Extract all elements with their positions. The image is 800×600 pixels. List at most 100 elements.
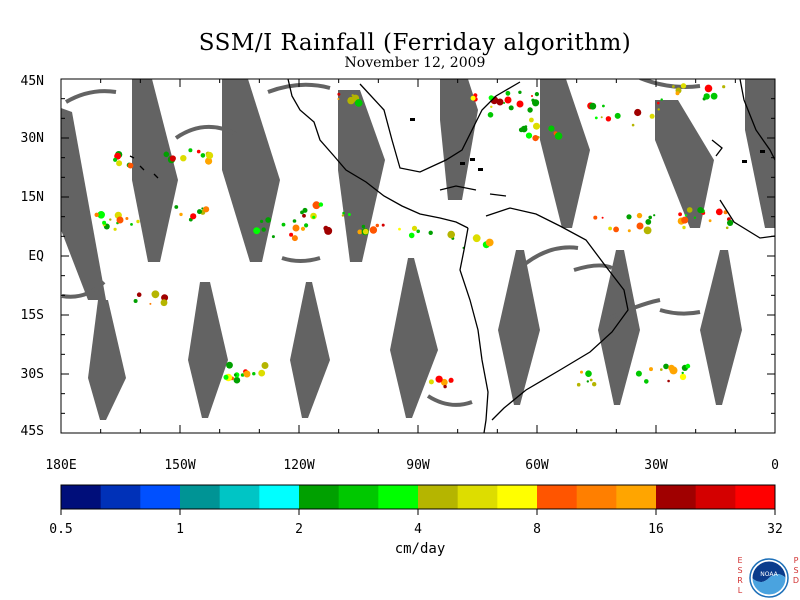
rain-patch (253, 227, 261, 235)
coastline (485, 207, 629, 421)
rain-patch (608, 226, 612, 231)
rain-patch (643, 226, 652, 235)
rain-patch (113, 227, 117, 231)
no-data-arc (426, 394, 473, 407)
rain-patch (675, 91, 680, 96)
rain-patch (594, 116, 598, 120)
esrl-letters: E S R L (737, 556, 743, 595)
rain-patch (697, 207, 704, 214)
rain-patch (136, 219, 140, 224)
rain-patch (708, 219, 712, 223)
rain-patch (180, 155, 187, 162)
rain-patch (649, 113, 655, 119)
rain-patch (190, 213, 197, 220)
rain-patch (252, 372, 256, 376)
rain-patch (312, 201, 321, 210)
no-data-swath (655, 100, 714, 228)
no-data-arc (609, 298, 661, 320)
rain-patch (196, 149, 201, 154)
rain-patch (369, 226, 378, 234)
rain-patch (206, 151, 214, 160)
rain-patch (527, 107, 533, 113)
rain-patch (576, 382, 581, 387)
rain-patch (448, 377, 454, 383)
rain-patch (586, 380, 589, 383)
rain-patch (375, 223, 379, 228)
rain-patch (653, 214, 656, 217)
rain-core (636, 222, 644, 230)
rain-patch (302, 213, 306, 218)
rain-patch (94, 212, 99, 217)
rain-patch (281, 222, 286, 227)
colorbar-swatch (61, 485, 102, 509)
rain-patch (324, 226, 333, 235)
rain-patch (663, 363, 669, 370)
rain-patch (503, 102, 506, 104)
axis-ticks (60, 78, 776, 434)
rain-patch (715, 208, 723, 216)
rain-patch (505, 90, 511, 96)
rain-patch (337, 92, 341, 96)
rain-patch (169, 155, 176, 162)
colorbar-label-16: 16 (648, 522, 664, 537)
rain-patch (518, 127, 524, 133)
rain-patch (428, 379, 434, 385)
rain-patch (102, 220, 107, 225)
colorbar-swatch (338, 485, 379, 509)
rain-patch (686, 207, 693, 213)
no-data-arc (573, 263, 613, 272)
no-data-swath (440, 79, 478, 200)
rain-patch (447, 230, 456, 239)
lat-label-eq: EQ (28, 249, 44, 264)
rain-patch (292, 219, 297, 223)
rain-patch (133, 299, 138, 303)
no-data-swath (188, 282, 228, 418)
no-data-arc (659, 308, 701, 316)
colorbar-swatch (735, 485, 776, 509)
rain-patch (704, 84, 713, 93)
colorbar-swatch (497, 485, 538, 509)
coastline (719, 199, 775, 239)
colorbar-swatch (378, 485, 419, 509)
rain-patch (657, 101, 660, 105)
lon-label-90w: 90W (406, 458, 430, 473)
rain-patch (355, 101, 359, 105)
lat-label-30n: 30N (20, 131, 44, 146)
island (460, 162, 465, 165)
rain-patch (649, 367, 653, 372)
no-data-arc (518, 245, 579, 270)
colorbar-label-0-5: 0.5 (49, 522, 73, 537)
colorbar-swatch (695, 485, 736, 509)
rain-patch (710, 92, 718, 100)
rain-patch (585, 370, 592, 378)
rain-patch (408, 232, 415, 239)
rain-patch (160, 299, 168, 307)
noaa-emblem-text: NOAA (760, 571, 778, 578)
rain-patch (174, 205, 179, 209)
colorbar-swatch (616, 485, 657, 509)
lat-label-45s: 45S (20, 424, 44, 439)
rain-patch (580, 370, 583, 374)
rain-patch (341, 214, 345, 217)
rain-patch (589, 378, 593, 382)
rain-patch (233, 376, 241, 384)
rain-patch (685, 363, 691, 369)
rain-patch (362, 228, 369, 235)
rain-patch (265, 217, 272, 223)
rain-patch (161, 294, 169, 302)
rain-patch (657, 108, 660, 111)
rain-core (496, 98, 504, 106)
rain-patch (411, 225, 418, 231)
rain-patch (291, 235, 298, 242)
rain-core (292, 224, 300, 232)
rain-patch (548, 125, 555, 132)
rain-patch (271, 235, 275, 239)
no-data-swath (61, 108, 106, 300)
rain-patch (703, 93, 710, 100)
no-data-swath (338, 90, 385, 262)
island (410, 118, 415, 121)
coastline (439, 185, 507, 197)
rain-patch (304, 223, 309, 228)
rain-patch (258, 369, 266, 377)
rain-patch (531, 98, 535, 103)
